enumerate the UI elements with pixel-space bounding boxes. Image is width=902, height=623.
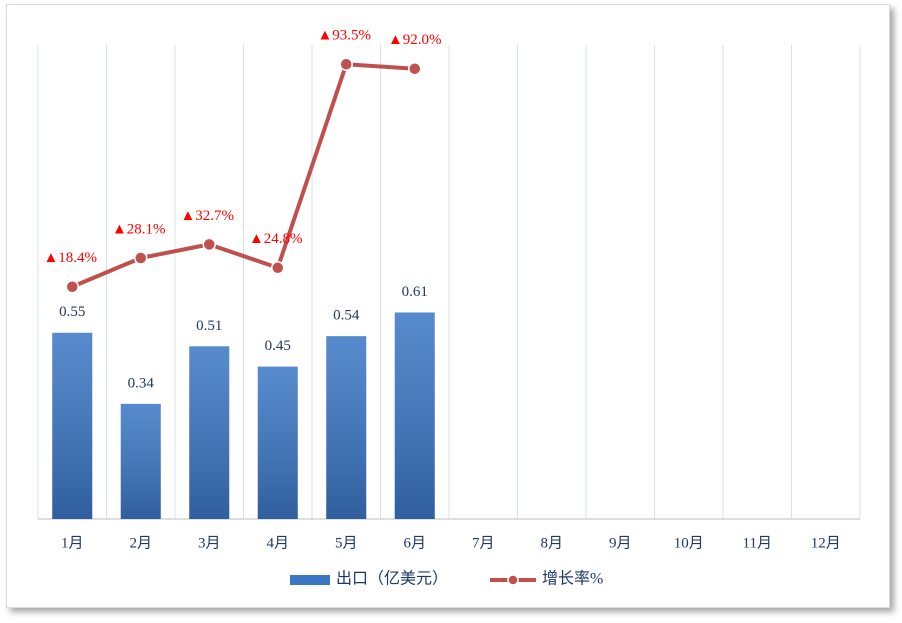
x-tick-label: 12月 xyxy=(811,535,841,551)
x-tick-label: 10月 xyxy=(674,535,704,551)
legend-label: 出口（亿美元） xyxy=(336,570,448,588)
line-value-label: ▲32.7% xyxy=(180,208,234,224)
line-value-label: ▲92.0% xyxy=(388,32,442,48)
line-marker xyxy=(65,279,79,294)
line-marker xyxy=(339,57,353,72)
bar-shade xyxy=(257,366,298,519)
bar-value-label: 0.61 xyxy=(402,284,428,300)
x-tick-label: 3月 xyxy=(198,535,221,551)
x-tick-label: 11月 xyxy=(743,535,772,551)
x-tick-label: 6月 xyxy=(403,535,426,551)
line-marker xyxy=(408,61,422,76)
legend-marker xyxy=(507,574,519,586)
line-value-label: ▲28.1% xyxy=(112,221,166,237)
x-tick-label: 8月 xyxy=(540,535,563,551)
line-marker xyxy=(202,237,216,252)
x-tick-label: 9月 xyxy=(609,535,632,551)
x-tick-label: 2月 xyxy=(129,535,152,551)
bar-value-label: 0.55 xyxy=(59,304,85,320)
x-tick-label: 1月 xyxy=(61,535,84,551)
bar-shade xyxy=(326,336,367,519)
bar-shade xyxy=(52,332,93,519)
bar-shade xyxy=(189,346,230,519)
bar-value-label: 0.45 xyxy=(265,338,291,354)
legend-label: 增长率% xyxy=(542,570,603,588)
x-tick-label: 5月 xyxy=(335,535,358,551)
bar-shade xyxy=(394,312,435,519)
bar-value-label: 0.54 xyxy=(333,308,360,324)
line-value-label: ▲24.8% xyxy=(249,231,303,247)
bar-value-label: 0.34 xyxy=(128,375,155,391)
line-marker xyxy=(271,261,285,275)
x-tick-label: 4月 xyxy=(266,535,289,551)
legend-swatch xyxy=(290,575,330,585)
line-marker xyxy=(134,251,148,265)
line xyxy=(71,62,415,289)
x-tick-label: 7月 xyxy=(472,535,495,551)
bar-shade xyxy=(120,403,161,519)
bar-value-label: 0.51 xyxy=(196,318,222,334)
line-value-label: ▲93.5% xyxy=(317,28,371,44)
line-value-label: ▲18.4% xyxy=(43,250,97,266)
